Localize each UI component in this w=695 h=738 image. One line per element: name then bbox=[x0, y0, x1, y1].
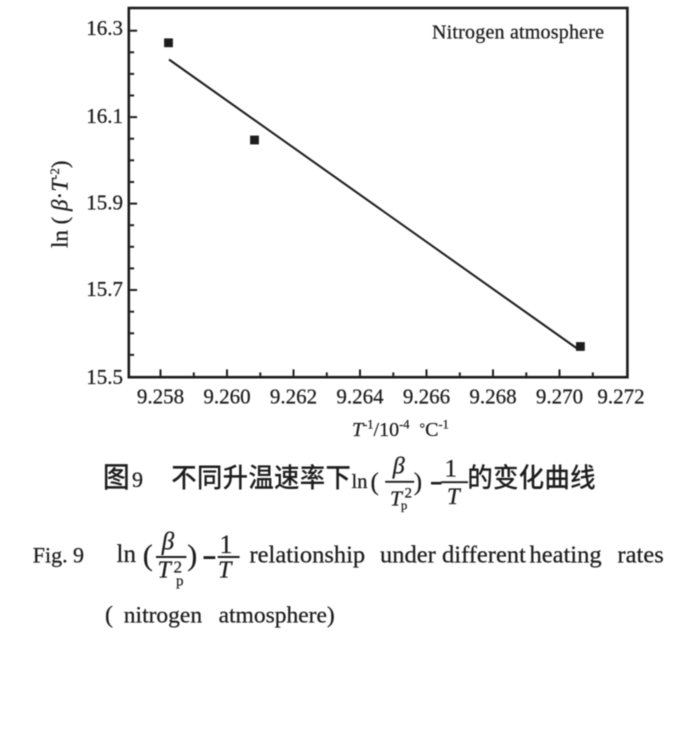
svg-text:15.9: 15.9 bbox=[86, 190, 123, 214]
svg-text:16.3: 16.3 bbox=[86, 16, 123, 40]
svg-text:(: ( bbox=[143, 539, 153, 572]
svg-text:atmosphere): atmosphere) bbox=[219, 603, 335, 629]
svg-text:9.264: 9.264 bbox=[336, 385, 384, 409]
svg-text:2: 2 bbox=[174, 558, 183, 577]
svg-text:relationship: relationship bbox=[250, 542, 366, 569]
svg-text:under: under bbox=[380, 542, 436, 569]
svg-text:9.258: 9.258 bbox=[137, 385, 184, 409]
svg-text:9: 9 bbox=[132, 467, 143, 492]
svg-text:heating: heating bbox=[530, 542, 602, 569]
svg-text:p: p bbox=[176, 574, 184, 590]
svg-text:1: 1 bbox=[220, 530, 233, 559]
svg-text:ln: ln bbox=[117, 541, 137, 568]
svg-text:): ) bbox=[414, 469, 422, 496]
svg-text:15.5: 15.5 bbox=[86, 365, 123, 389]
svg-text:9.270: 9.270 bbox=[536, 385, 583, 409]
svg-text:nitrogen: nitrogen bbox=[124, 603, 203, 629]
svg-text:(: ( bbox=[371, 469, 379, 496]
svg-text:15.7: 15.7 bbox=[86, 277, 123, 301]
svg-text:9.260: 9.260 bbox=[203, 385, 250, 409]
svg-text:1: 1 bbox=[445, 456, 458, 483]
svg-text:9.266: 9.266 bbox=[403, 385, 450, 409]
svg-text:T: T bbox=[447, 484, 462, 509]
svg-text:9: 9 bbox=[73, 542, 84, 567]
svg-text:9.262: 9.262 bbox=[270, 385, 317, 409]
svg-text:16.1: 16.1 bbox=[86, 104, 123, 128]
svg-text:T: T bbox=[158, 558, 173, 584]
svg-text:different: different bbox=[442, 542, 526, 569]
svg-text:β: β bbox=[392, 454, 405, 480]
svg-text:T-1/10-4 °C-1: T-1/10-4 °C-1 bbox=[352, 418, 449, 442]
svg-text:): ) bbox=[187, 539, 197, 572]
svg-text:rates: rates bbox=[618, 542, 664, 569]
svg-text:9.272: 9.272 bbox=[597, 385, 644, 409]
svg-text:9.268: 9.268 bbox=[469, 385, 516, 409]
svg-text:T: T bbox=[218, 558, 233, 584]
svg-text:β: β bbox=[161, 529, 175, 556]
svg-text:T: T bbox=[390, 487, 404, 511]
svg-text:(: ( bbox=[105, 603, 113, 629]
svg-text:Fig.: Fig. bbox=[33, 542, 68, 567]
svg-text:ln: ln bbox=[352, 471, 368, 493]
svg-text:2: 2 bbox=[405, 486, 413, 502]
svg-text:Nitrogen atmosphere: Nitrogen atmosphere bbox=[432, 22, 604, 44]
svg-text:p: p bbox=[401, 499, 407, 513]
